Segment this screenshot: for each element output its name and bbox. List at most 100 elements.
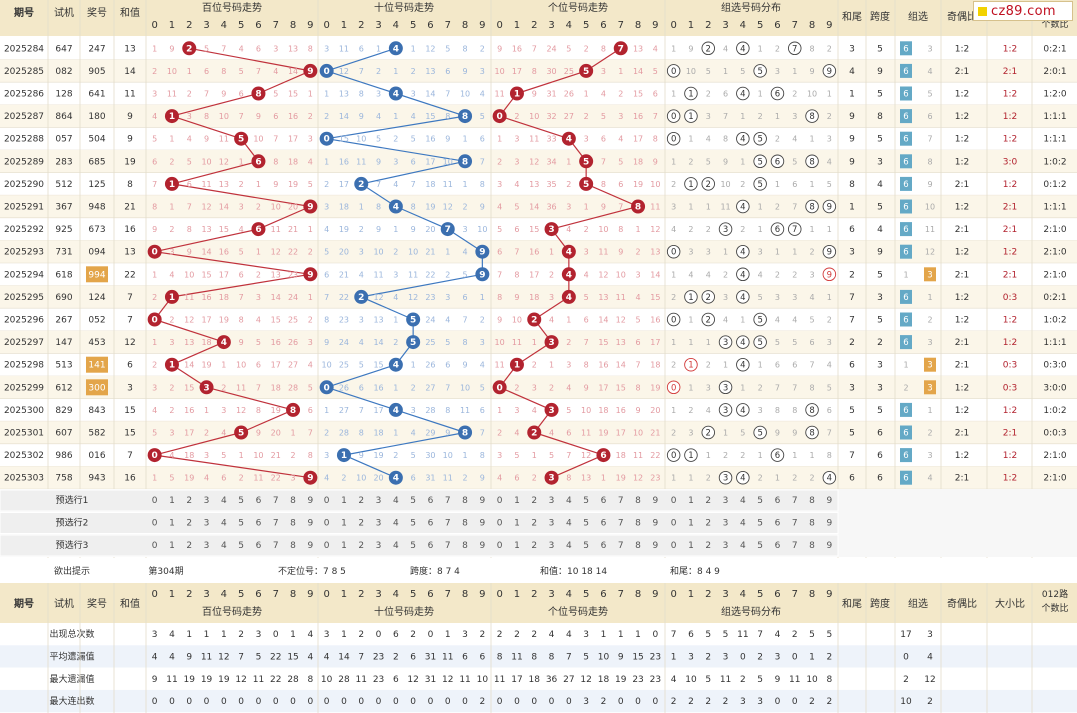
preselect-digit[interactable]: 1 <box>688 519 694 529</box>
preselect-digit[interactable]: 2 <box>186 541 192 551</box>
preselect-digit[interactable]: 7 <box>445 519 451 529</box>
preselect-digit[interactable]: 3 <box>204 496 210 506</box>
preselect-digit[interactable]: 7 <box>618 541 624 551</box>
preselect-digit[interactable]: 7 <box>273 541 279 551</box>
preselect-digit[interactable]: 4 <box>393 496 399 506</box>
preselect-digit[interactable]: 5 <box>410 541 416 551</box>
preselect-digit[interactable]: 7 <box>618 496 624 506</box>
preselect-digit[interactable]: 2 <box>531 496 537 506</box>
preselect-label[interactable]: 预选行2 <box>56 517 89 529</box>
preselect-digit[interactable]: 3 <box>723 541 729 551</box>
preselect-digit[interactable]: 5 <box>238 519 244 529</box>
preselect-digit[interactable]: 1 <box>169 519 175 529</box>
preselect-digit[interactable]: 4 <box>740 541 746 551</box>
preselect-digit[interactable]: 0 <box>152 496 158 506</box>
preselect-digit[interactable]: 3 <box>376 519 382 529</box>
preselect-digit[interactable]: 6 <box>428 496 434 506</box>
preselect-digit[interactable]: 6 <box>256 541 262 551</box>
preselect-digit[interactable]: 8 <box>635 519 641 529</box>
preselect-digit[interactable]: 5 <box>757 519 763 529</box>
preselect-digit[interactable]: 8 <box>462 541 468 551</box>
preselect-digit[interactable]: 9 <box>826 541 832 551</box>
preselect-digit[interactable]: 8 <box>290 541 296 551</box>
preselect-digit[interactable]: 0 <box>152 541 158 551</box>
preselect-digit[interactable]: 7 <box>445 496 451 506</box>
preselect-digit[interactable]: 0 <box>671 541 677 551</box>
preselect-digit[interactable]: 4 <box>566 541 572 551</box>
preselect-digit[interactable]: 3 <box>723 496 729 506</box>
preselect-label[interactable]: 预选行1 <box>56 494 89 506</box>
preselect-digit[interactable]: 8 <box>290 496 296 506</box>
preselect-digit[interactable]: 6 <box>428 519 434 529</box>
preselect-digit[interactable]: 3 <box>549 519 555 529</box>
preselect-digit[interactable]: 3 <box>376 541 382 551</box>
preselect-digit[interactable]: 2 <box>531 519 537 529</box>
preselect-digit[interactable]: 3 <box>204 519 210 529</box>
preselect-digit[interactable]: 0 <box>324 519 330 529</box>
preselect-digit[interactable]: 7 <box>273 496 279 506</box>
preselect-digit[interactable]: 5 <box>238 496 244 506</box>
preselect-digit[interactable]: 2 <box>358 541 364 551</box>
preselect-digit[interactable]: 4 <box>740 519 746 529</box>
preselect-digit[interactable]: 9 <box>479 496 485 506</box>
preselect-digit[interactable]: 8 <box>635 496 641 506</box>
preselect-digit[interactable]: 5 <box>583 519 589 529</box>
preselect-label[interactable]: 预选行3 <box>56 539 89 551</box>
preselect-digit[interactable]: 9 <box>652 519 658 529</box>
preselect-digit[interactable]: 4 <box>740 496 746 506</box>
preselect-digit[interactable]: 1 <box>341 519 347 529</box>
preselect-digit[interactable]: 4 <box>566 496 572 506</box>
preselect-digit[interactable]: 6 <box>775 496 781 506</box>
preselect-digit[interactable]: 5 <box>757 541 763 551</box>
preselect-digit[interactable]: 7 <box>618 519 624 529</box>
preselect-digit[interactable]: 1 <box>341 496 347 506</box>
preselect-digit[interactable]: 3 <box>204 541 210 551</box>
preselect-digit[interactable]: 6 <box>775 541 781 551</box>
preselect-digit[interactable]: 2 <box>705 496 711 506</box>
preselect-digit[interactable]: 9 <box>826 519 832 529</box>
preselect-digit[interactable]: 7 <box>273 519 279 529</box>
preselect-digit[interactable]: 9 <box>652 541 658 551</box>
preselect-digit[interactable]: 0 <box>497 496 503 506</box>
preselect-digit[interactable]: 6 <box>775 519 781 529</box>
preselect-digit[interactable]: 4 <box>393 541 399 551</box>
preselect-digit[interactable]: 4 <box>393 519 399 529</box>
preselect-digit[interactable]: 6 <box>601 496 607 506</box>
preselect-digit[interactable]: 7 <box>445 541 451 551</box>
preselect-digit[interactable]: 9 <box>307 496 313 506</box>
preselect-digit[interactable]: 9 <box>652 496 658 506</box>
preselect-digit[interactable]: 9 <box>826 496 832 506</box>
preselect-digit[interactable]: 5 <box>583 496 589 506</box>
preselect-digit[interactable]: 5 <box>410 519 416 529</box>
preselect-digit[interactable]: 4 <box>566 519 572 529</box>
preselect-digit[interactable]: 0 <box>152 519 158 529</box>
preselect-digit[interactable]: 3 <box>723 519 729 529</box>
preselect-digit[interactable]: 6 <box>601 519 607 529</box>
preselect-digit[interactable]: 8 <box>809 541 815 551</box>
preselect-digit[interactable]: 5 <box>583 541 589 551</box>
preselect-digit[interactable]: 4 <box>221 519 227 529</box>
preselect-digit[interactable]: 0 <box>671 519 677 529</box>
preselect-digit[interactable]: 5 <box>757 496 763 506</box>
preselect-digit[interactable]: 9 <box>479 519 485 529</box>
preselect-digit[interactable]: 6 <box>428 541 434 551</box>
preselect-digit[interactable]: 6 <box>256 519 262 529</box>
preselect-digit[interactable]: 8 <box>635 541 641 551</box>
preselect-digit[interactable]: 4 <box>221 541 227 551</box>
preselect-digit[interactable]: 1 <box>169 541 175 551</box>
preselect-digit[interactable]: 2 <box>531 541 537 551</box>
preselect-digit[interactable]: 2 <box>705 541 711 551</box>
preselect-digit[interactable]: 7 <box>792 519 798 529</box>
preselect-digit[interactable]: 8 <box>462 519 468 529</box>
preselect-digit[interactable]: 9 <box>479 541 485 551</box>
preselect-digit[interactable]: 1 <box>688 496 694 506</box>
preselect-digit[interactable]: 3 <box>376 496 382 506</box>
preselect-digit[interactable]: 0 <box>497 519 503 529</box>
preselect-digit[interactable]: 1 <box>514 496 520 506</box>
preselect-digit[interactable]: 0 <box>324 496 330 506</box>
preselect-digit[interactable]: 5 <box>410 496 416 506</box>
preselect-digit[interactable]: 0 <box>324 541 330 551</box>
preselect-digit[interactable]: 3 <box>549 541 555 551</box>
preselect-digit[interactable]: 2 <box>705 519 711 529</box>
preselect-digit[interactable]: 0 <box>497 541 503 551</box>
